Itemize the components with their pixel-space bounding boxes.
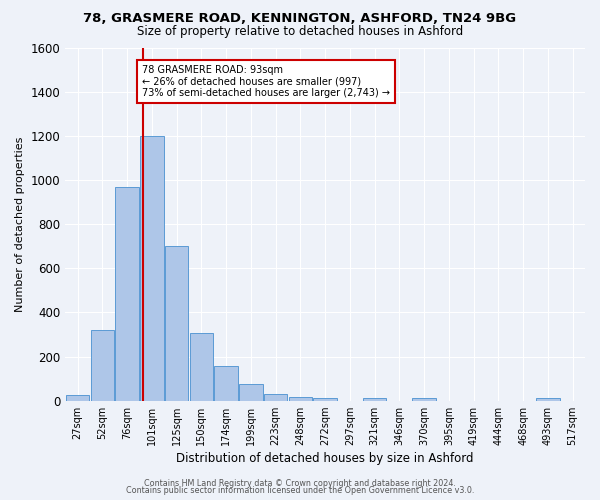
Text: Contains HM Land Registry data © Crown copyright and database right 2024.: Contains HM Land Registry data © Crown c… xyxy=(144,478,456,488)
Text: 78, GRASMERE ROAD, KENNINGTON, ASHFORD, TN24 9BG: 78, GRASMERE ROAD, KENNINGTON, ASHFORD, … xyxy=(83,12,517,26)
Bar xyxy=(536,398,560,400)
Bar xyxy=(91,330,114,400)
Bar xyxy=(313,398,337,400)
Bar xyxy=(289,396,312,400)
Bar xyxy=(363,398,386,400)
Bar xyxy=(66,395,89,400)
Text: Contains public sector information licensed under the Open Government Licence v3: Contains public sector information licen… xyxy=(126,486,474,495)
Text: 78 GRASMERE ROAD: 93sqm
← 26% of detached houses are smaller (997)
73% of semi-d: 78 GRASMERE ROAD: 93sqm ← 26% of detache… xyxy=(142,65,390,98)
Bar xyxy=(140,136,164,400)
Bar xyxy=(115,186,139,400)
Bar xyxy=(264,394,287,400)
Bar xyxy=(239,384,263,400)
Bar xyxy=(412,398,436,400)
Bar xyxy=(190,334,213,400)
X-axis label: Distribution of detached houses by size in Ashford: Distribution of detached houses by size … xyxy=(176,452,474,465)
Text: Size of property relative to detached houses in Ashford: Size of property relative to detached ho… xyxy=(137,25,463,38)
Bar xyxy=(165,246,188,400)
Y-axis label: Number of detached properties: Number of detached properties xyxy=(15,136,25,312)
Bar xyxy=(214,366,238,400)
